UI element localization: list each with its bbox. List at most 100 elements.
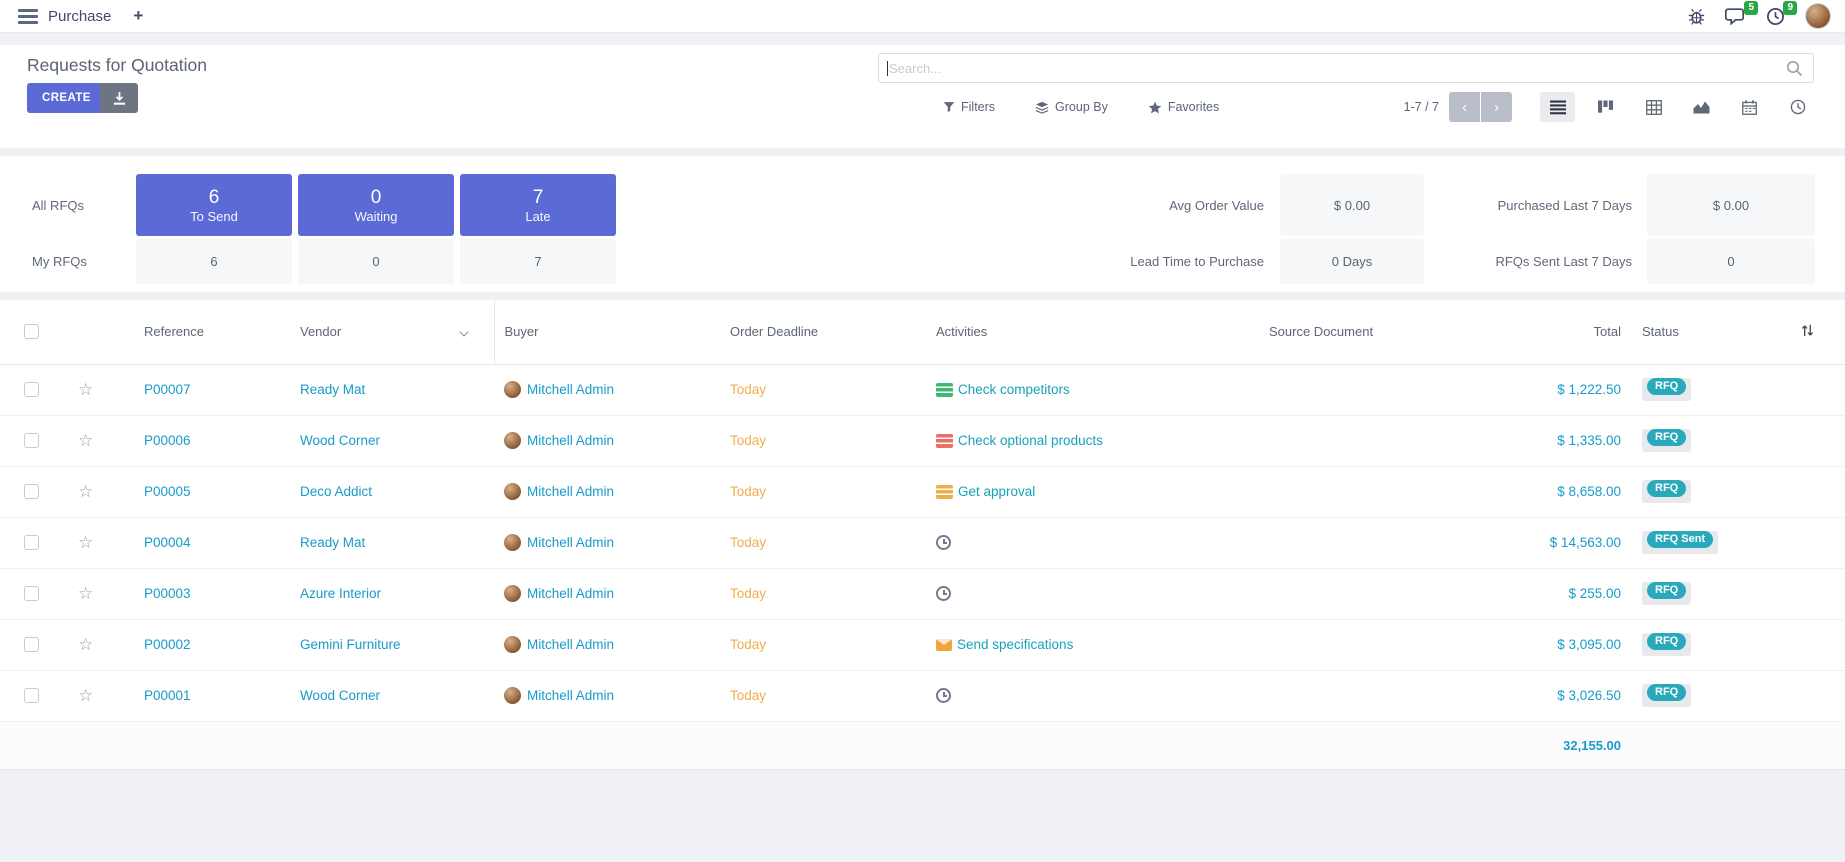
debug-bug-icon[interactable] — [1688, 8, 1705, 25]
table-row[interactable]: ☆ P00007 Ready Mat Mitchell Admin Today … — [0, 364, 1845, 416]
status-badge-label: RFQ — [1647, 582, 1687, 599]
star-icon[interactable]: ☆ — [78, 583, 94, 603]
table-row[interactable]: ☆ P00002 Gemini Furniture Mitchell Admin… — [0, 619, 1845, 671]
stat-value-purchased-last-7-days: $ 0.00 — [1647, 174, 1815, 236]
kpi-card-waiting[interactable]: 0 Waiting — [298, 174, 454, 236]
kpi-card-late[interactable]: 7 Late — [460, 174, 616, 236]
reference-link[interactable]: P00004 — [144, 535, 191, 550]
search-input[interactable]: Search... — [878, 53, 1814, 83]
select-all-checkbox[interactable] — [24, 324, 39, 340]
vendor-link[interactable]: Deco Addict — [300, 484, 373, 499]
vendor-link[interactable]: Azure Interior — [300, 586, 382, 601]
activity-type-icon[interactable] — [936, 382, 953, 397]
buyer-link[interactable]: Mitchell Admin — [527, 535, 615, 550]
vendor-link[interactable]: Gemini Furniture — [300, 637, 401, 652]
activity-label[interactable]: Check optional products — [958, 433, 1103, 448]
table-row[interactable]: ☆ P00001 Wood Corner Mitchell Admin Toda… — [0, 670, 1845, 722]
row-checkbox[interactable] — [24, 688, 39, 703]
calendar-view-button[interactable] — [1732, 92, 1767, 122]
table-row[interactable]: ☆ P00003 Azure Interior Mitchell Admin T… — [0, 568, 1845, 620]
graph-view-icon — [1693, 101, 1710, 114]
messages-systray-button[interactable]: 5 — [1725, 0, 1758, 26]
reference-link[interactable]: P00006 — [144, 433, 191, 448]
header-vendor[interactable]: Vendor — [290, 300, 495, 365]
table-row[interactable]: ☆ P00005 Deco Addict Mitchell Admin Toda… — [0, 466, 1845, 518]
header-activities[interactable]: Activities — [926, 300, 1259, 365]
table-row[interactable]: ☆ P00004 Ready Mat Mitchell Admin Today … — [0, 517, 1845, 569]
favorites-menu-button[interactable]: Favorites — [1148, 100, 1219, 114]
activity-label[interactable]: Send specifications — [957, 637, 1074, 652]
activity-label[interactable]: Get approval — [958, 484, 1036, 499]
buyer-link[interactable]: Mitchell Admin — [527, 433, 615, 448]
activity-type-icon[interactable] — [936, 484, 953, 499]
vendor-link[interactable]: Ready Mat — [300, 535, 366, 550]
chevron-right-icon: › — [1494, 98, 1499, 116]
table-row[interactable]: ☆ P00006 Wood Corner Mitchell Admin Toda… — [0, 415, 1845, 467]
star-icon[interactable]: ☆ — [78, 379, 94, 399]
reference-link[interactable]: P00005 — [144, 484, 191, 499]
new-tab-plus-button[interactable]: + — [133, 6, 144, 25]
order-deadline-cell: Today — [720, 670, 926, 722]
row-checkbox[interactable] — [24, 484, 39, 499]
pager-next-button[interactable]: › — [1481, 92, 1512, 122]
activity-label[interactable]: Check competitors — [958, 382, 1070, 397]
row-checkbox[interactable] — [24, 535, 39, 550]
kpi-card-to-send[interactable]: 6 To Send — [136, 174, 292, 236]
buyer-link[interactable]: Mitchell Admin — [527, 586, 615, 601]
reference-link[interactable]: P00007 — [144, 382, 191, 397]
reference-link[interactable]: P00003 — [144, 586, 191, 601]
table-footer-row: 32,155.00 — [0, 721, 1845, 770]
user-avatar[interactable] — [1805, 3, 1831, 29]
page-title: Requests for Quotation — [27, 55, 207, 75]
vendor-link[interactable]: Wood Corner — [300, 433, 381, 448]
activity-type-icon[interactable] — [936, 433, 953, 448]
star-icon[interactable]: ☆ — [78, 685, 94, 705]
row-checkbox[interactable] — [24, 382, 39, 397]
list-view-button[interactable] — [1540, 92, 1575, 122]
filters-menu-button[interactable]: Filters — [943, 100, 995, 114]
pivot-view-button[interactable] — [1636, 92, 1671, 122]
star-icon[interactable]: ☆ — [78, 532, 94, 552]
reference-link[interactable]: P00001 — [144, 688, 191, 703]
export-button[interactable] — [100, 83, 138, 113]
my-waiting-value[interactable]: 0 — [298, 239, 454, 284]
activity-type-icon[interactable] — [936, 638, 952, 651]
buyer-link[interactable]: Mitchell Admin — [527, 484, 615, 499]
buyer-link[interactable]: Mitchell Admin — [527, 637, 615, 652]
app-title[interactable]: Purchase — [48, 7, 112, 25]
create-button[interactable]: CREATE — [27, 83, 106, 113]
header-buyer[interactable]: Buyer — [494, 300, 720, 365]
header-reference[interactable]: Reference — [118, 300, 290, 365]
row-checkbox[interactable] — [24, 586, 39, 601]
activity-type-icon[interactable] — [936, 535, 951, 550]
vendor-link[interactable]: Wood Corner — [300, 688, 381, 703]
filters-label: Filters — [961, 100, 996, 114]
search-icon[interactable] — [1786, 60, 1803, 77]
header-source-document[interactable]: Source Document — [1259, 300, 1450, 365]
header-total[interactable]: Total — [1450, 300, 1632, 365]
group-by-menu-button[interactable]: Group By — [1035, 100, 1108, 114]
star-icon[interactable]: ☆ — [78, 634, 94, 654]
star-icon[interactable]: ☆ — [78, 481, 94, 501]
buyer-link[interactable]: Mitchell Admin — [527, 382, 615, 397]
star-icon[interactable]: ☆ — [78, 430, 94, 450]
row-checkbox[interactable] — [24, 637, 39, 652]
reference-link[interactable]: P00002 — [144, 637, 191, 652]
activity-type-icon[interactable] — [936, 688, 951, 703]
row-checkbox[interactable] — [24, 433, 39, 448]
apps-menu-icon[interactable] — [18, 8, 38, 24]
vendor-link[interactable]: Ready Mat — [300, 382, 366, 397]
favorites-label: Favorites — [1167, 100, 1220, 114]
buyer-link[interactable]: Mitchell Admin — [527, 688, 615, 703]
pager-previous-button[interactable]: ‹ — [1449, 92, 1480, 122]
my-to-send-value[interactable]: 6 — [136, 239, 292, 284]
header-status[interactable]: Status — [1632, 300, 1770, 365]
header-order-deadline[interactable]: Order Deadline — [720, 300, 926, 365]
activity-view-button[interactable] — [1780, 92, 1815, 122]
my-late-value[interactable]: 7 — [460, 239, 616, 284]
activities-systray-button[interactable]: 9 — [1766, 0, 1797, 26]
graph-view-button[interactable] — [1684, 92, 1719, 122]
activity-type-icon[interactable] — [936, 586, 951, 601]
optional-columns-button[interactable] — [1770, 300, 1845, 365]
kanban-view-button[interactable] — [1588, 92, 1623, 122]
